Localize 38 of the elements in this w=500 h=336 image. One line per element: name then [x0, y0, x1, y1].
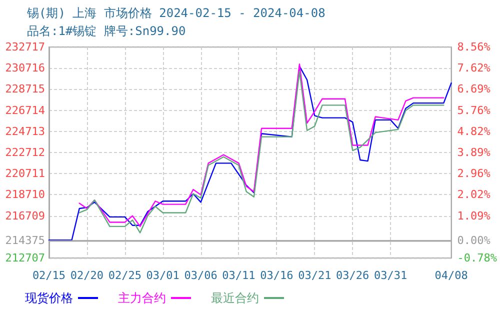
- y2-tick-label: 7.62%: [457, 62, 491, 75]
- x-tick-label: 04/08: [434, 269, 468, 282]
- x-tick-label: 02/15: [32, 269, 66, 282]
- y-tick-label: 224713: [5, 124, 45, 138]
- legend-label: 现货价格: [25, 291, 73, 305]
- y-tick-label: 222712: [5, 146, 45, 159]
- y-tick-label: 226714: [5, 104, 46, 117]
- x-tick-label: 03/06: [184, 269, 218, 282]
- y2-tick-label: 3.89%: [457, 146, 491, 159]
- y-tick-label: 220711: [5, 167, 45, 180]
- x-tick-label: 02/25: [108, 269, 142, 282]
- chart-title: 锡(期) 上海 市场价格 2024-02-15 - 2024-04-08: [26, 6, 326, 20]
- x-tick-label: 03/31: [374, 269, 408, 282]
- x-tick-label: 03/01: [146, 269, 180, 282]
- y2-tick-label: 8.56%: [457, 40, 491, 54]
- y2-tick-label: 2.02%: [457, 188, 491, 202]
- y2-tick-label: 0.00%: [457, 234, 491, 247]
- x-tick-label: 03/26: [336, 269, 370, 282]
- y2-tick-label: 5.76%: [457, 104, 491, 117]
- y-tick-label: 232717: [5, 40, 45, 54]
- y-tick-label: 218710: [5, 188, 45, 202]
- legend-label: 主力合约: [118, 291, 166, 305]
- y2-tick-label: 6.69%: [457, 82, 491, 96]
- y-tick-label: 212707: [5, 252, 45, 264]
- chart-subtitle: 品名:1#锡锭 牌号:Sn99.90: [27, 24, 186, 38]
- x-tick-label: 03/11: [222, 269, 256, 282]
- x-tick-label: 03/21: [298, 269, 332, 282]
- y-tick-label: 228715: [5, 82, 45, 96]
- y2-tick-label: 1.09%: [457, 209, 491, 222]
- x-tick-label: 03/16: [260, 269, 294, 282]
- y2-tick-label: -0.78%: [457, 252, 498, 264]
- y-tick-label: 216709: [5, 209, 45, 222]
- y-tick-label: 230716: [5, 62, 45, 75]
- y-tick-label: 214375: [5, 234, 45, 247]
- x-tick-label: 02/20: [70, 269, 104, 282]
- y2-tick-label: 4.82%: [457, 124, 491, 138]
- legend-label: 最近合约: [211, 291, 259, 305]
- y2-tick-label: 2.96%: [457, 167, 491, 180]
